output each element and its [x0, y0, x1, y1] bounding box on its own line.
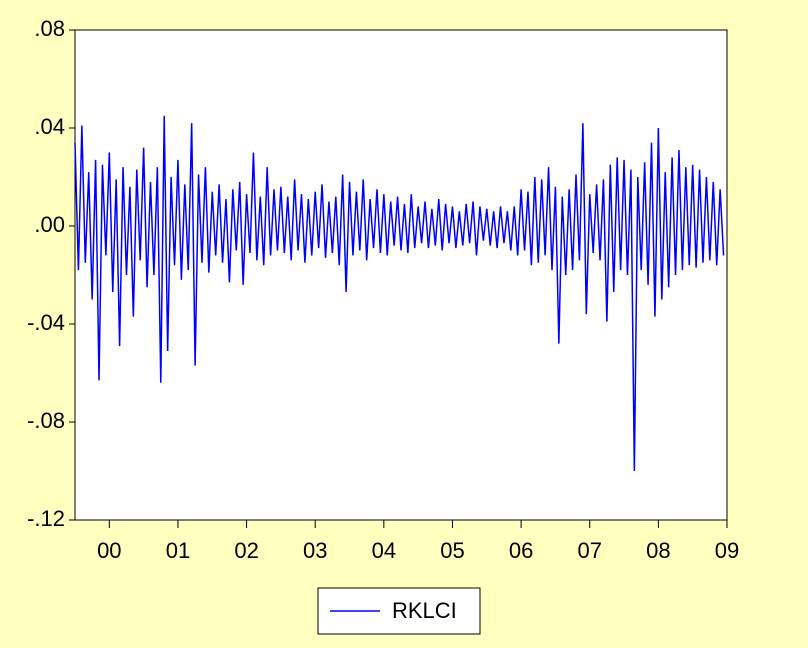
y-tick-label: -.04: [27, 310, 65, 335]
x-tick-label: 00: [97, 538, 121, 563]
x-tick-label: 07: [577, 538, 601, 563]
x-tick-label: 08: [646, 538, 670, 563]
x-tick-label: 02: [234, 538, 258, 563]
series-line: [74, 115, 725, 472]
x-tick-label: 04: [372, 538, 396, 563]
y-tick-label: -.08: [27, 408, 65, 433]
y-tick-label: .00: [34, 212, 65, 237]
x-tick-label: 05: [440, 538, 464, 563]
y-tick-label: .08: [34, 16, 65, 41]
x-tick-label: 01: [166, 538, 190, 563]
x-tick-label: 03: [303, 538, 327, 563]
x-tick-label: 09: [715, 538, 739, 563]
plot-area: [74, 29, 728, 521]
y-tick-label: .04: [34, 114, 65, 139]
legend-label: RKLCI: [392, 598, 457, 623]
x-tick-label: 06: [509, 538, 533, 563]
y-tick-label: -.12: [27, 506, 65, 531]
